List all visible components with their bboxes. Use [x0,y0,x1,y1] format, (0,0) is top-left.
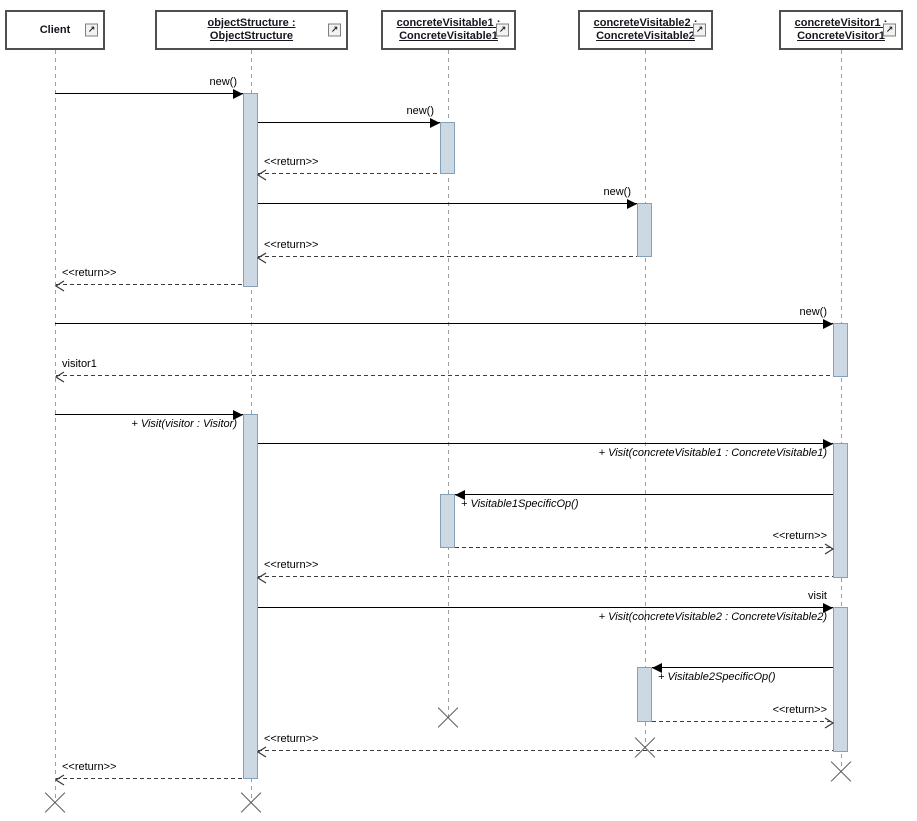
message-line-concreteVisitor1-to-objectStructure[interactable] [258,750,833,752]
return-arrowhead-icon [54,370,65,388]
message-label[interactable]: <<return>> [264,239,319,251]
message-label[interactable]: <<return>> [772,530,827,542]
message-line-objectStructure-to-concreteVisitor1[interactable] [258,607,833,609]
sync-arrowhead-icon [455,490,465,500]
message-line-concreteVisitor1-to-concreteVisitable1[interactable] [455,494,833,496]
return-arrowhead-icon [256,251,267,269]
sync-arrowhead-icon [233,89,243,99]
return-arrowhead-icon [256,168,267,186]
message-label[interactable]: <<return>> [264,733,319,745]
message-line-concreteVisitable1-to-concreteVisitor1[interactable] [455,547,833,549]
lifeline-head-objectStructure[interactable]: objectStructure : ObjectStructure ↗ [155,10,348,50]
lifeline-head-label: ConcreteVisitor1 [797,30,885,42]
destroy-cross-concreteVisitor1 [830,761,852,783]
lifeline-head-label: ConcreteVisitable1 [399,30,498,42]
return-arrowhead-icon [54,773,65,791]
activation-bar-concreteVisitable2[interactable] [637,203,652,257]
message-label[interactable]: <<return>> [264,559,319,571]
lifeline-concreteVisitor1 [841,50,842,772]
activation-bar-concreteVisitable2[interactable] [637,667,652,722]
expand-arrow-icon[interactable]: ↗ [496,23,509,37]
message-label[interactable]: <<return>> [62,267,117,279]
return-arrowhead-icon [824,542,835,560]
activation-bar-objectStructure[interactable] [243,93,258,287]
message-line-objectStructure-to-client[interactable] [56,778,243,780]
lifeline-head-label: concreteVisitor1 : [794,17,888,29]
lifeline-head-client[interactable]: Client ↗ [5,10,105,50]
sync-arrowhead-icon [627,199,637,209]
lifeline-client [55,50,56,803]
lifeline-head-label: Client [39,23,71,36]
activation-bar-concreteVisitable1[interactable] [440,122,455,174]
return-arrowhead-icon [256,745,267,763]
message-line-concreteVisitor1-to-objectStructure[interactable] [258,576,833,578]
message-line-client-to-objectStructure[interactable] [55,414,243,416]
destroy-cross-objectStructure [240,792,262,814]
sync-arrowhead-icon [233,410,243,420]
message-line-concreteVisitable1-to-objectStructure[interactable] [258,173,440,175]
message-line-objectStructure-to-client[interactable] [56,284,243,286]
activation-bar-objectStructure[interactable] [243,414,258,779]
message-label[interactable]: <<return>> [62,761,117,773]
message-label[interactable]: + Visit(concreteVisitable2 : ConcreteVis… [598,611,827,623]
sync-arrowhead-icon [430,118,440,128]
message-label[interactable]: new() [209,76,237,88]
sync-arrowhead-icon [823,603,833,613]
lifeline-head-concreteVisitable2[interactable]: concreteVisitable2 : ConcreteVisitable2 ↗ [578,10,713,50]
message-line-objectStructure-to-concreteVisitable1[interactable] [258,122,440,124]
destroy-cross-concreteVisitable1 [437,707,459,729]
expand-arrow-icon[interactable]: ↗ [85,23,98,37]
message-line-client-to-objectStructure[interactable] [55,93,243,95]
message-label[interactable]: + Visit(visitor : Visitor) [131,418,237,430]
lifeline-head-label: concreteVisitable1 : [396,17,501,29]
lifeline-head-label: concreteVisitable2 : [593,17,698,29]
activation-bar-concreteVisitor1[interactable] [833,323,848,377]
message-label[interactable]: visit [808,590,827,602]
activation-bar-concreteVisitor1[interactable] [833,443,848,578]
message-line-concreteVisitable2-to-concreteVisitor1[interactable] [652,721,833,723]
message-label[interactable]: new() [406,105,434,117]
message-label[interactable]: + Visit(concreteVisitable1 : ConcreteVis… [598,447,827,459]
message-label[interactable]: new() [799,306,827,318]
expand-arrow-icon[interactable]: ↗ [693,23,706,37]
message-label[interactable]: new() [603,186,631,198]
expand-arrow-icon[interactable]: ↗ [883,23,896,37]
sync-arrowhead-icon [652,663,662,673]
destroy-cross-client [44,792,66,814]
sync-arrowhead-icon [823,319,833,329]
activation-bar-concreteVisitor1[interactable] [833,607,848,752]
lifeline-concreteVisitable2 [645,50,646,748]
expand-arrow-icon[interactable]: ↗ [328,23,341,37]
message-line-client-to-concreteVisitor1[interactable] [55,323,833,325]
destroy-cross-concreteVisitable2 [634,737,656,759]
lifeline-concreteVisitable1 [448,50,449,718]
return-arrowhead-icon [54,279,65,297]
message-label[interactable]: <<return>> [264,156,319,168]
message-line-concreteVisitor1-to-client[interactable] [56,375,833,377]
lifeline-head-label: ConcreteVisitable2 [596,30,695,42]
lifeline-head-concreteVisitable1[interactable]: concreteVisitable1 : ConcreteVisitable1 ↗ [381,10,516,50]
message-label[interactable]: visitor1 [62,358,97,370]
lifeline-head-concreteVisitor1[interactable]: concreteVisitor1 : ConcreteVisitor1 ↗ [779,10,903,50]
message-label[interactable]: + Visitable1SpecificOp() [461,498,579,510]
message-line-concreteVisitor1-to-concreteVisitable2[interactable] [652,667,833,669]
message-label[interactable]: + Visitable2SpecificOp() [658,671,776,683]
message-label[interactable]: <<return>> [772,704,827,716]
message-line-objectStructure-to-concreteVisitor1[interactable] [258,443,833,445]
return-arrowhead-icon [824,716,835,734]
lifeline-head-label: objectStructure : [207,17,296,29]
message-line-objectStructure-to-concreteVisitable2[interactable] [258,203,637,205]
return-arrowhead-icon [256,571,267,589]
sync-arrowhead-icon [823,439,833,449]
message-line-concreteVisitable2-to-objectStructure[interactable] [258,256,637,258]
lifeline-head-label: ObjectStructure [209,30,294,42]
activation-bar-concreteVisitable1[interactable] [440,494,455,548]
